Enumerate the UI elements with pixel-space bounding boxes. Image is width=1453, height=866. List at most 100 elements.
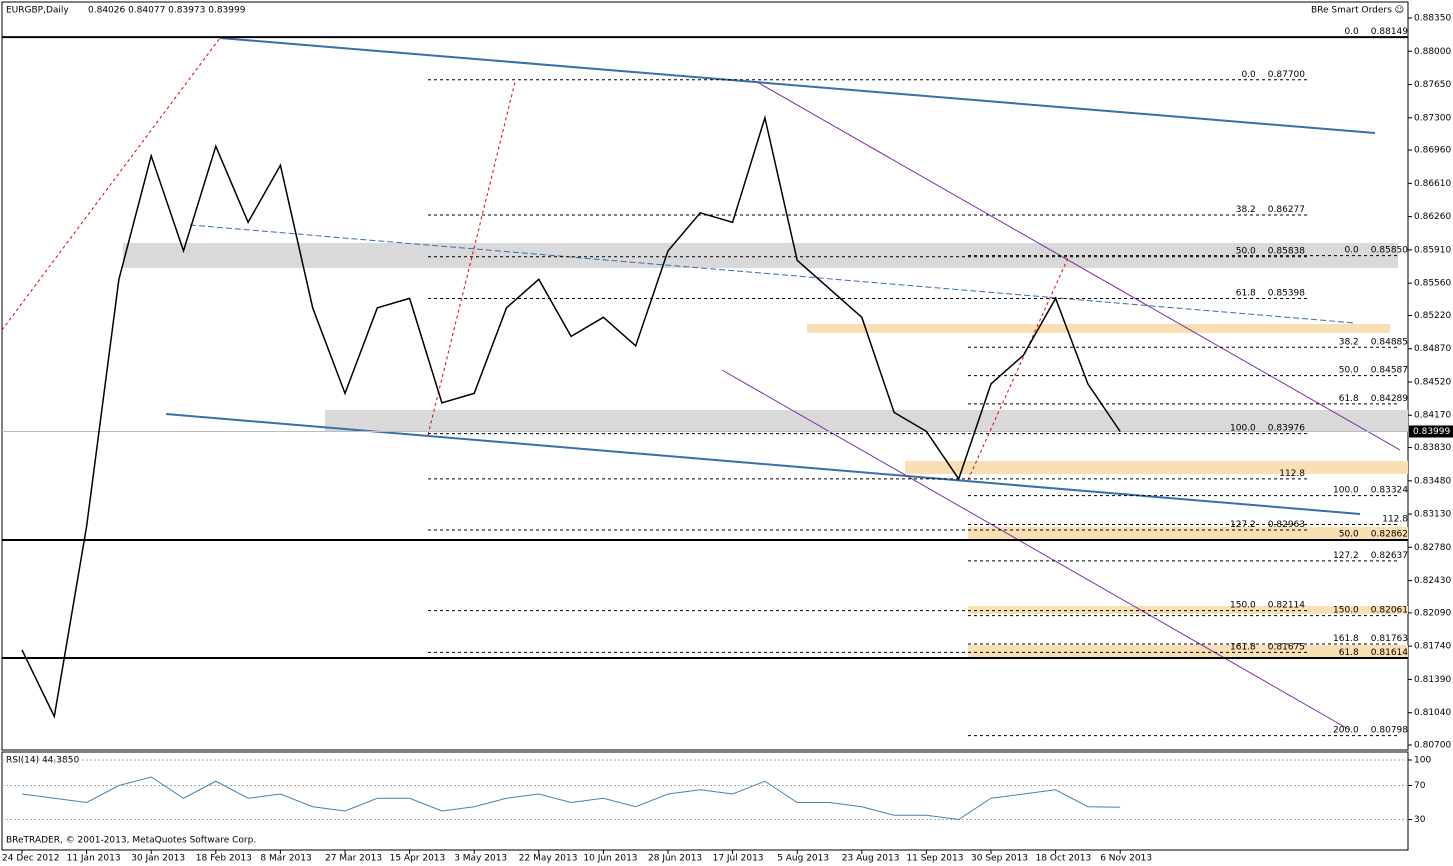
fib-price: 0.82061	[1371, 605, 1408, 615]
rsi-line	[21, 776, 1121, 821]
rsi-frame	[1, 751, 1409, 851]
fib-price: 0.81675	[1268, 642, 1305, 652]
fib-price: 0.84587	[1371, 365, 1408, 375]
fib-ratio: 112.8	[1279, 468, 1305, 478]
fib-label: 150.0 0.82061	[1333, 605, 1408, 615]
y-tick-label: 70	[1414, 781, 1426, 791]
fib-ratio: 161.8	[1230, 642, 1256, 652]
fib-ratio: 61.8	[1236, 288, 1256, 298]
x-tick-label: 23 Aug 2013	[842, 854, 900, 864]
y-tick-label: 100	[1414, 756, 1431, 766]
fib-ratio: 200.0	[1333, 725, 1359, 735]
y-tick-label: 0.84170	[1414, 411, 1451, 421]
y-tick-label: 0.85910	[1414, 245, 1451, 255]
fib-label: 38.2 0.84885	[1339, 337, 1408, 347]
x-tick-label: 10 Jun 2013	[583, 854, 637, 864]
x-tick-label: 5 Aug 2013	[777, 854, 829, 864]
fib-price: 0.84885	[1371, 337, 1408, 347]
fib-price: 0.85398	[1268, 288, 1305, 298]
y-tick-label: 0.86260	[1414, 212, 1451, 222]
current-price-box	[1409, 425, 1453, 438]
trendline	[721, 369, 1351, 731]
fib-ratio: 61.8	[1339, 393, 1359, 403]
y-tick-label: 0.80700	[1414, 741, 1451, 751]
fib-label: 61.8 0.81614	[1339, 648, 1409, 658]
fib-label: 127.2 0.82637	[1333, 550, 1408, 560]
fib-ratio: 50.0	[1339, 529, 1359, 539]
fib-label: 50.0 0.84587	[1339, 365, 1408, 375]
trendline	[756, 81, 1401, 451]
fib-price: 0.85838	[1268, 246, 1305, 256]
fib-ratio: 0.0	[1241, 69, 1256, 79]
x-tick-label: 6 Nov 2013	[1100, 854, 1152, 864]
zone	[905, 461, 1408, 474]
indicator-name: BRe Smart Orders ☺	[1311, 5, 1404, 16]
fib-label: 200.0 0.80798	[1333, 725, 1408, 735]
fib-price: 0.82114	[1268, 600, 1305, 610]
y-tick-label: 0.83130	[1414, 510, 1451, 520]
y-tick-label: 0.81740	[1414, 642, 1451, 652]
x-tick-label: 18 Oct 2013	[1036, 854, 1092, 864]
fib-label: 127.2 0.82963	[1230, 519, 1305, 529]
fib-label: 100.0 0.83324	[1333, 485, 1408, 495]
fib-price: 0.85850	[1371, 245, 1408, 255]
x-tick-label: 24 Dec 2012	[2, 854, 60, 864]
fib-label: 112.8	[1279, 468, 1305, 478]
fib-label: 0.0 0.88149	[1344, 27, 1408, 37]
y-tick-label: 0.86960	[1414, 146, 1451, 156]
y-tick-label: 0.86610	[1414, 179, 1451, 189]
x-tick-label: 28 Jun 2013	[648, 854, 702, 864]
fib-ratio: 38.2	[1236, 205, 1256, 215]
fib-ratio: 0.0	[1344, 27, 1359, 37]
y-tick-label: 0.83830	[1414, 443, 1451, 453]
fib-label: 100.0 0.83976	[1230, 423, 1305, 433]
fib-ratio: 127.2	[1333, 550, 1359, 560]
fib-label: 150.0 0.82114	[1230, 600, 1305, 610]
fib-label: 112.8	[1382, 514, 1408, 524]
fib-line	[967, 257, 1069, 481]
fib-ratio: 161.8	[1333, 633, 1359, 643]
ohlc: 0.84026 0.84077 0.83973 0.83999	[88, 6, 246, 16]
fib-price: 0.87700	[1268, 69, 1305, 79]
x-tick-label: 11 Jan 2013	[67, 854, 121, 864]
y-tick-label: 0.87300	[1414, 113, 1451, 123]
zone	[807, 324, 1390, 333]
fib-price: 0.83324	[1371, 485, 1408, 495]
fib-ratio: 100.0	[1333, 485, 1359, 495]
y-tick-label: 0.83480	[1414, 476, 1451, 486]
fib-label: 50.0 0.82862	[1339, 529, 1408, 539]
fib-label: 0.0 0.85850	[1344, 245, 1408, 255]
symbol: EURGBP,Daily	[6, 6, 69, 16]
y-tick-label: 0.88000	[1414, 47, 1451, 57]
x-tick-label: 17 Jul 2013	[713, 854, 764, 864]
fib-price: 0.82862	[1371, 529, 1408, 539]
x-tick-label: 22 May 2013	[519, 854, 578, 864]
fib-ratio: 38.2	[1339, 337, 1359, 347]
main-frame	[1, 1, 1409, 751]
y-tick-label: 0.85560	[1414, 279, 1451, 289]
x-tick-label: 15 Apr 2013	[390, 854, 446, 864]
y-tick-label: 0.82780	[1414, 543, 1451, 553]
y-tick-label: 0.88350	[1414, 14, 1451, 24]
zone	[968, 645, 1408, 657]
current-price-label: 0.83999	[1413, 427, 1450, 437]
x-tick-label: 30 Jan 2013	[131, 854, 185, 864]
trendline	[189, 224, 1356, 324]
fib-price: 0.82963	[1268, 519, 1305, 529]
fib-ratio: 127.2	[1230, 519, 1256, 529]
zones	[123, 243, 1408, 657]
trendline	[165, 413, 1361, 515]
fib-price: 0.88149	[1371, 27, 1408, 37]
y-tick-label: 30	[1414, 815, 1426, 825]
fib-label: 61.8 0.85398	[1236, 288, 1306, 298]
fib-ratio: 50.0	[1236, 246, 1256, 256]
y-tick-label: 0.84520	[1414, 377, 1451, 387]
fib-price: 0.83976	[1268, 423, 1305, 433]
fib-ratio: 0.0	[1344, 245, 1359, 255]
fib-label: 0.0 0.87700	[1241, 69, 1305, 79]
y-tick-label: 0.81040	[1414, 708, 1451, 718]
x-tick-label: 27 Mar 2013	[325, 854, 382, 864]
fib-ratio: 50.0	[1339, 365, 1359, 375]
